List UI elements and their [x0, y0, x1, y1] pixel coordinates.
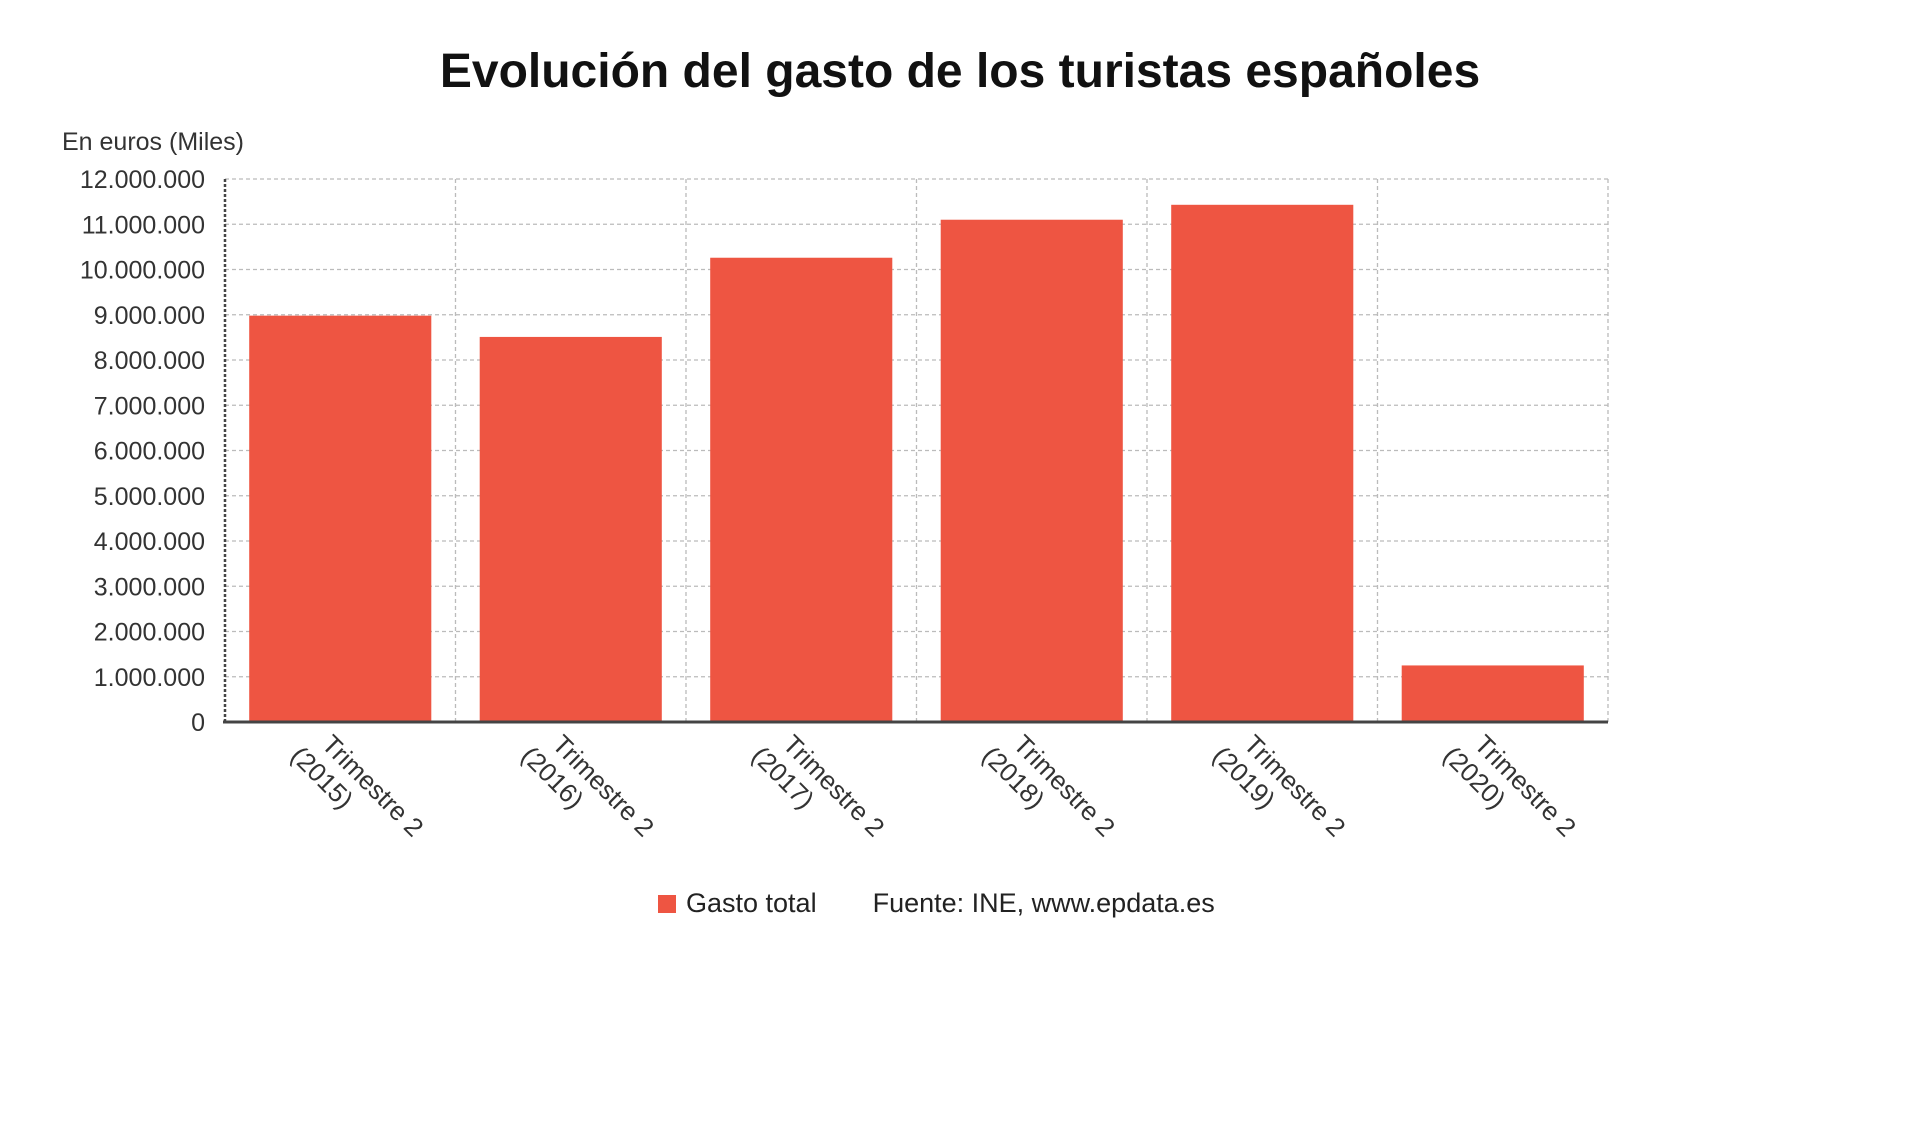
y-tick-label: 3.000.000 [94, 573, 205, 601]
y-tick-label: 9.000.000 [94, 302, 205, 330]
y-tick-label: 6.000.000 [94, 438, 205, 466]
x-tick-label: Trimestre 2(2019) [1207, 729, 1352, 842]
bar [1171, 204, 1354, 723]
chart-title: Evolución del gasto de los turistas espa… [439, 45, 1481, 98]
legend: Gasto total Fuente: INE, www.epdata.es [658, 888, 1215, 919]
source-note: Fuente: INE, www.epdata.es [872, 888, 1215, 918]
x-tick-label: Trimestre 2(2016) [515, 729, 660, 842]
x-tick-label: Trimestre 2(2017) [746, 729, 891, 842]
bar [940, 219, 1123, 722]
y-tick-label: 0 [191, 709, 205, 737]
x-tick-label: Trimestre 2(2020) [1437, 729, 1582, 842]
y-tick-label: 5.000.000 [94, 483, 205, 511]
x-tick-label: Trimestre 2(2018) [976, 729, 1121, 842]
y-tick-label: 12.000.000 [80, 166, 205, 194]
legend-swatch-gasto-total [658, 894, 676, 913]
y-tick-label: 1.000.000 [94, 664, 205, 692]
bar [249, 315, 432, 722]
bar [1401, 665, 1584, 722]
y-tick-label: 4.000.000 [94, 528, 205, 556]
x-tick-label: Trimestre 2(2015) [285, 729, 430, 842]
y-tick-label: 11.000.000 [82, 211, 205, 239]
y-tick-label: 2.000.000 [94, 619, 205, 647]
bar [710, 257, 893, 722]
bar [479, 336, 662, 722]
legend-label: Gasto total [686, 888, 817, 918]
y-tick-label: 10.000.000 [80, 257, 205, 285]
y-axis-unit-label: En euros (Miles) [62, 128, 244, 156]
y-tick-label: 8.000.000 [94, 347, 205, 375]
y-tick-label: 7.000.000 [94, 392, 205, 420]
